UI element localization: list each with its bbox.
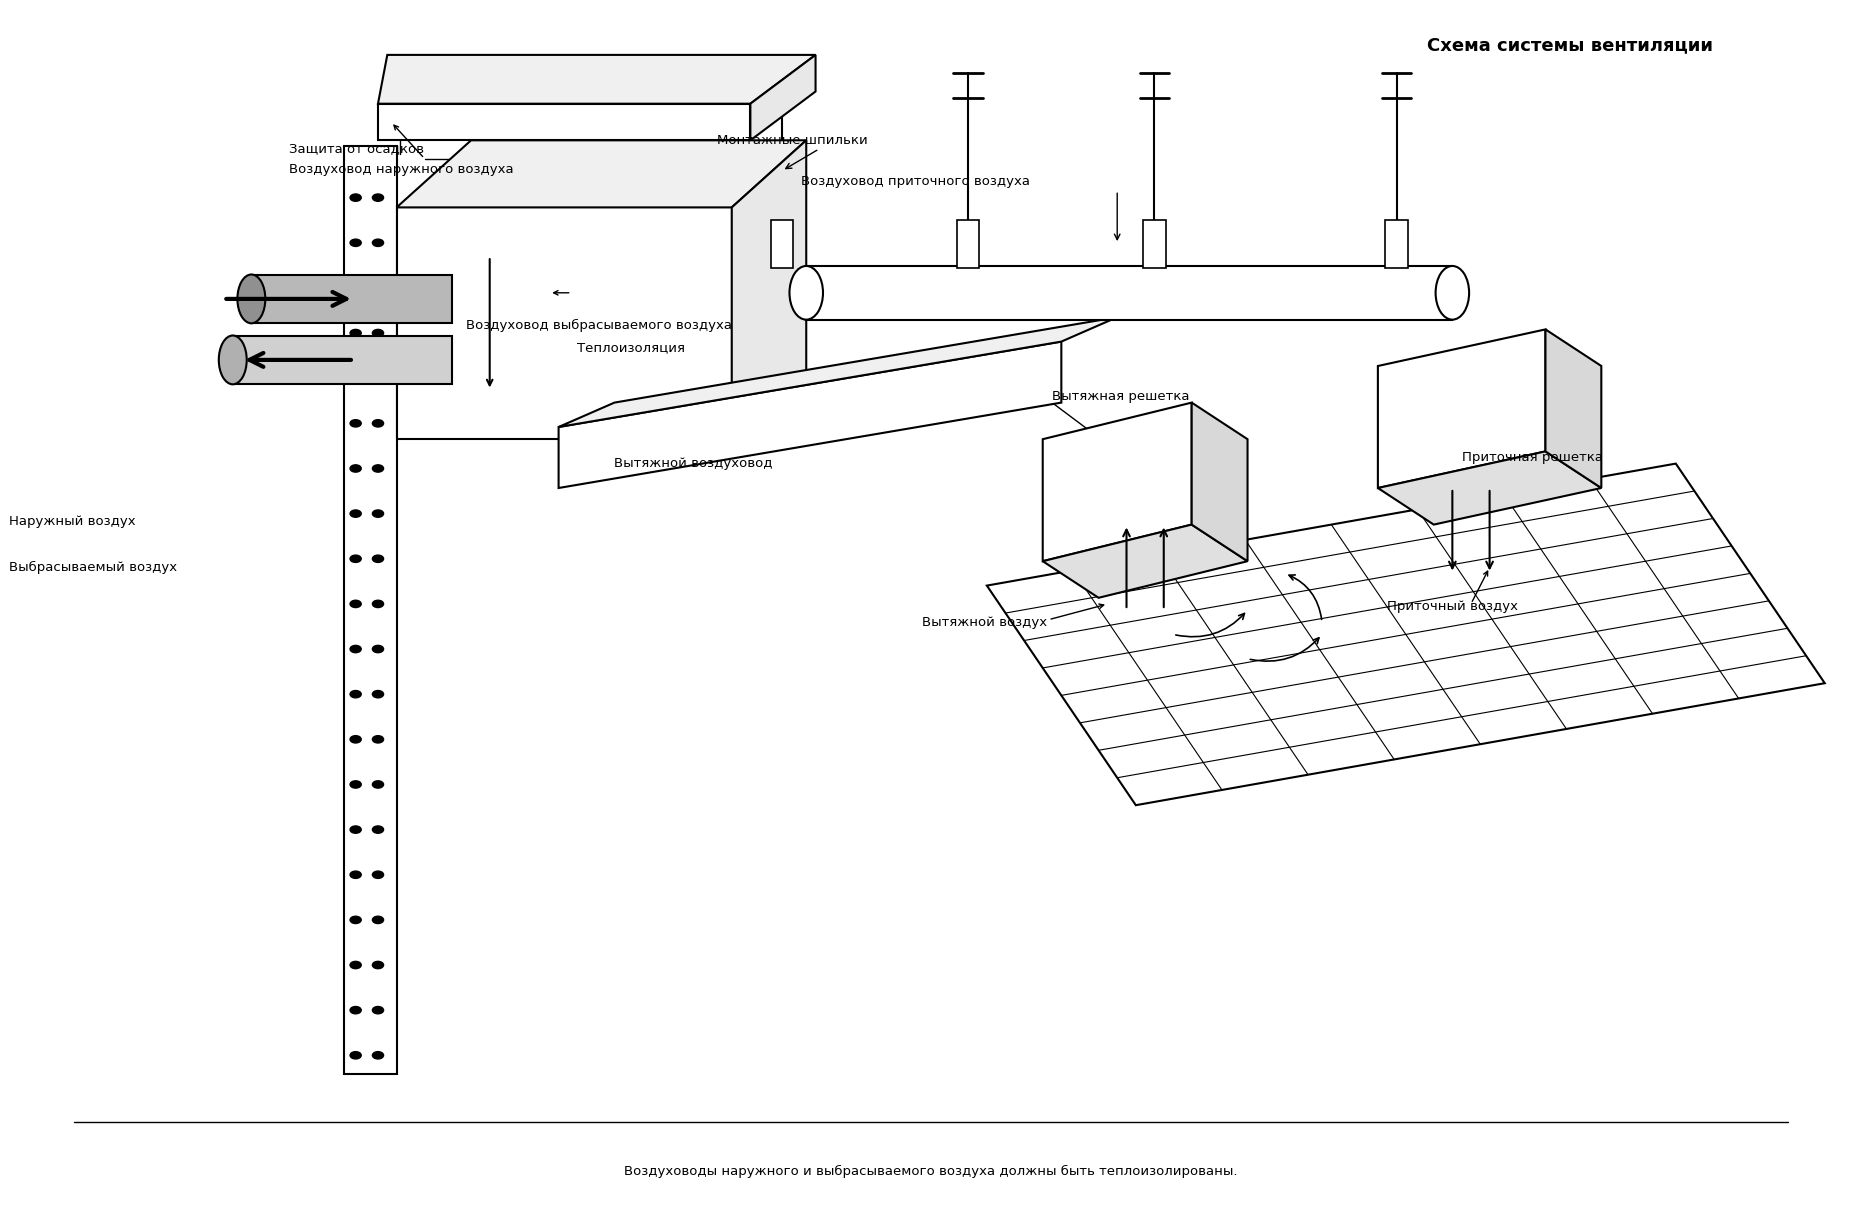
Circle shape [350,510,361,517]
Polygon shape [1545,329,1601,488]
Bar [957,220,979,268]
Circle shape [350,284,361,292]
Circle shape [372,375,384,382]
Circle shape [372,284,384,292]
Circle shape [350,600,361,608]
Circle shape [350,329,361,337]
Polygon shape [1192,403,1248,561]
Polygon shape [397,140,806,207]
Circle shape [350,871,361,878]
Circle shape [350,1052,361,1059]
Circle shape [350,691,361,698]
Circle shape [372,239,384,246]
Text: Вытяжной воздух: Вытяжной воздух [922,616,1046,628]
Polygon shape [732,140,806,439]
Circle shape [372,736,384,743]
Circle shape [372,1006,384,1014]
Circle shape [350,194,361,201]
Circle shape [372,871,384,878]
Text: Наружный воздух: Наружный воздух [9,515,136,527]
Polygon shape [1043,403,1192,561]
Circle shape [372,781,384,788]
Circle shape [350,555,361,562]
Circle shape [372,510,384,517]
Text: Воздуховод наружного воздуха: Воздуховод наружного воздуха [289,163,514,176]
Polygon shape [987,464,1825,805]
Bar [1385,220,1408,268]
Polygon shape [559,342,1061,488]
Polygon shape [1043,525,1248,598]
Text: Монтажные шпильки: Монтажные шпильки [717,134,868,146]
Circle shape [372,916,384,924]
Circle shape [372,555,384,562]
Text: Схема системы вентиляции: Схема системы вентиляции [1426,37,1713,55]
Polygon shape [233,336,452,384]
Circle shape [350,420,361,427]
Text: Защита от осадков: Защита от осадков [289,143,425,155]
Circle shape [350,781,361,788]
Circle shape [372,826,384,833]
Polygon shape [806,266,1452,320]
Circle shape [350,375,361,382]
Bar [344,146,397,1074]
Circle shape [350,826,361,833]
Circle shape [350,465,361,472]
Text: Воздуховод выбрасываемого воздуха: Воздуховод выбрасываемого воздуха [466,320,732,332]
Circle shape [372,645,384,653]
Circle shape [372,1052,384,1059]
Text: Выбрасываемый воздух: Выбрасываемый воздух [9,561,177,573]
Text: Теплоизоляция: Теплоизоляция [577,342,685,354]
Circle shape [372,420,384,427]
Polygon shape [378,104,750,140]
Ellipse shape [220,336,246,384]
Circle shape [350,1006,361,1014]
Text: Вытяжная решетка: Вытяжная решетка [1052,390,1190,403]
Circle shape [350,736,361,743]
Polygon shape [251,274,452,323]
Circle shape [372,465,384,472]
Bar [771,220,793,268]
Polygon shape [750,55,816,140]
Polygon shape [378,55,816,104]
Text: Вытяжной воздуховод: Вытяжной воздуховод [614,458,773,470]
Circle shape [350,916,361,924]
Circle shape [372,961,384,969]
Circle shape [372,691,384,698]
Circle shape [350,645,361,653]
Circle shape [350,961,361,969]
Text: Воздуховод приточного воздуха: Воздуховод приточного воздуха [801,176,1030,188]
Bar [1143,220,1166,268]
Polygon shape [397,207,732,439]
Text: Приточный воздух: Приточный воздух [1387,600,1518,612]
Circle shape [372,194,384,201]
Text: Воздуховоды наружного и выбрасываемого воздуха должны быть теплоизолированы.: Воздуховоды наружного и выбрасываемого в… [624,1165,1238,1177]
Ellipse shape [789,266,823,320]
Circle shape [372,329,384,337]
Polygon shape [1378,451,1601,525]
Ellipse shape [238,274,264,323]
Polygon shape [559,317,1117,427]
Ellipse shape [1436,266,1469,320]
Circle shape [350,239,361,246]
Text: Приточная решетка: Приточная решетка [1462,451,1603,464]
Polygon shape [1378,329,1545,488]
Circle shape [372,600,384,608]
